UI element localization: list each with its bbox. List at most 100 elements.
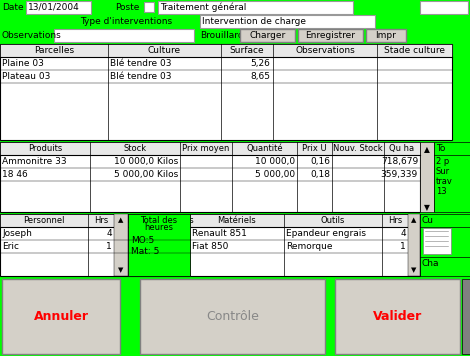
Text: 0,16: 0,16 (310, 157, 330, 166)
Text: Blé tendre 03: Blé tendre 03 (110, 72, 172, 81)
Text: Observations: Observations (295, 46, 355, 55)
Text: Charger: Charger (250, 31, 286, 40)
Text: 5 000,00: 5 000,00 (255, 170, 295, 179)
Text: ▲: ▲ (424, 145, 430, 154)
Bar (423, 228, 451, 254)
Text: Prix U: Prix U (302, 144, 327, 153)
Bar (114, 214, 128, 276)
Bar (420, 214, 470, 276)
Text: 10 000,0 Kilos: 10 000,0 Kilos (114, 157, 178, 166)
Text: Eric: Eric (2, 242, 19, 251)
Text: 1: 1 (106, 242, 112, 251)
Text: Renault 851: Renault 851 (192, 229, 247, 238)
Text: Stade culture: Stade culture (384, 46, 445, 55)
Text: Prix moyen: Prix moyen (182, 144, 230, 153)
Bar (26, 1, 91, 14)
Text: Produits: Produits (28, 144, 62, 153)
Text: Culture: Culture (148, 46, 181, 55)
Text: To: To (436, 144, 446, 153)
Text: 2 p: 2 p (436, 157, 449, 166)
Text: trav: trav (436, 177, 453, 186)
Bar (298, 29, 363, 42)
Text: ▼: ▼ (118, 267, 124, 273)
Text: Type d'interventions: Type d'interventions (80, 17, 172, 26)
Bar (366, 29, 406, 42)
Bar (144, 2, 154, 12)
Text: 5 000,00 Kilos: 5 000,00 Kilos (114, 170, 178, 179)
Text: Valider: Valider (373, 310, 422, 323)
Text: Traitement général: Traitement général (160, 3, 246, 12)
Bar (335, 279, 460, 354)
Text: Qu ha: Qu ha (390, 144, 415, 153)
Text: Surface: Surface (230, 46, 264, 55)
Bar (158, 1, 353, 14)
Bar (54, 29, 194, 42)
Bar (420, 142, 434, 212)
Bar (2, 279, 120, 354)
Bar (140, 279, 325, 354)
Text: Cu: Cu (422, 216, 434, 225)
Text: Parcelles: Parcelles (34, 46, 74, 55)
Text: Annuler: Annuler (33, 310, 88, 323)
Text: Blé tendre 03: Blé tendre 03 (110, 59, 172, 68)
Bar (0, 142, 420, 155)
Text: 1: 1 (400, 242, 406, 251)
Text: 0,18: 0,18 (310, 170, 330, 179)
Text: 10 000,0: 10 000,0 (255, 157, 295, 166)
Bar (0, 44, 452, 57)
Bar (200, 15, 375, 28)
Text: Stock: Stock (124, 144, 147, 153)
Bar (128, 214, 190, 276)
Text: 718,679: 718,679 (381, 157, 418, 166)
Text: Observations: Observations (1, 31, 61, 40)
Text: Total des heures: Total des heures (125, 216, 193, 225)
Text: 4: 4 (400, 229, 406, 238)
Bar (462, 279, 470, 354)
Bar (0, 142, 420, 212)
Bar (0, 214, 420, 227)
Text: heures: heures (144, 223, 173, 232)
Text: Poste: Poste (115, 3, 140, 12)
Text: 18 46: 18 46 (2, 170, 28, 179)
Bar (434, 142, 470, 212)
Text: Plateau 03: Plateau 03 (2, 72, 50, 81)
Text: Nouv. Stock: Nouv. Stock (333, 144, 383, 153)
Text: 13/01/2004: 13/01/2004 (28, 3, 80, 12)
Text: ▲: ▲ (118, 217, 124, 223)
Bar (0, 44, 452, 140)
Text: Epandeur engrais: Epandeur engrais (286, 229, 366, 238)
Text: Matériels: Matériels (218, 216, 256, 225)
Text: Personnel: Personnel (23, 216, 65, 225)
Text: MO:5: MO:5 (131, 236, 154, 245)
Text: 8,65: 8,65 (250, 72, 270, 81)
Text: Quantité: Quantité (246, 144, 283, 153)
Bar (420, 1, 468, 14)
Text: Mat: 5: Mat: 5 (131, 247, 159, 256)
Bar (0, 214, 420, 276)
Text: Enregistrer: Enregistrer (306, 31, 355, 40)
Text: Hrs: Hrs (388, 216, 402, 225)
Text: Fiat 850: Fiat 850 (192, 242, 228, 251)
Text: Cha: Cha (422, 259, 439, 268)
Text: ▼: ▼ (411, 267, 417, 273)
Text: Joseph: Joseph (2, 229, 32, 238)
Text: 5,26: 5,26 (250, 59, 270, 68)
Text: Total des: Total des (141, 216, 178, 225)
Text: Outils: Outils (321, 216, 345, 225)
Bar (408, 214, 420, 276)
Text: ▲: ▲ (411, 217, 417, 223)
Text: Date: Date (2, 3, 24, 12)
Text: Ammonitre 33: Ammonitre 33 (2, 157, 67, 166)
Text: Hrs: Hrs (94, 216, 108, 225)
Text: Contrôle: Contrôle (206, 310, 259, 323)
Text: Plaine 03: Plaine 03 (2, 59, 44, 68)
Text: 4: 4 (106, 229, 112, 238)
Text: 359,339: 359,339 (381, 170, 418, 179)
Text: 13: 13 (436, 187, 446, 196)
Text: Impr: Impr (376, 31, 396, 40)
Text: Intervention de charge: Intervention de charge (202, 17, 306, 26)
Text: ▼: ▼ (424, 203, 430, 212)
Bar (240, 29, 295, 42)
Text: Remorque: Remorque (286, 242, 332, 251)
Text: Sur: Sur (436, 167, 450, 176)
